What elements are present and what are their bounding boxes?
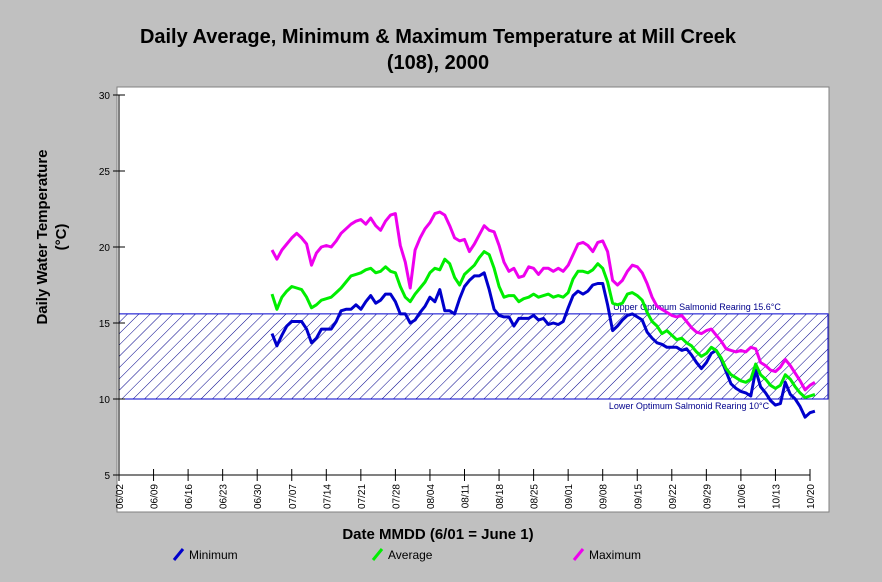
x-tick-label: 06/23 [219, 484, 230, 509]
x-tick-label: 09/22 [668, 484, 679, 509]
x-tick-label: 10/06 [737, 484, 748, 509]
upper-band-label: Upper Optimum Salmonid Rearing 15.6°C [613, 302, 781, 312]
plot-area [116, 86, 830, 513]
x-tick-label: 06/02 [115, 484, 126, 509]
x-axis-title: Date MMDD (6/01 = June 1) [342, 526, 533, 543]
y-axis-title-line1: Daily Water Temperature [34, 149, 51, 324]
series-group [270, 210, 816, 419]
y-tick-label: 30 [99, 91, 111, 102]
x-tick-label: 07/14 [322, 484, 333, 509]
y-tick-label: 5 [104, 471, 110, 482]
series-line-maximum [270, 210, 816, 392]
x-tick-label: 10/13 [771, 484, 782, 509]
x-tick-label: 08/25 [530, 484, 541, 509]
chart-title-line1: Daily Average, Minimum & Maximum Tempera… [140, 26, 737, 48]
x-tick-label: 09/08 [599, 484, 610, 509]
y-axis-title-line2: (°C) [53, 224, 70, 251]
series-line-average [270, 250, 816, 399]
x-tick-label: 06/30 [253, 484, 264, 509]
y-ticks-group: 5 10 15 20 25 30 [99, 91, 125, 482]
legend-label-average: Average [388, 548, 433, 562]
y-tick-label: 10 [99, 395, 111, 406]
x-tick-label: 08/04 [426, 484, 437, 509]
legend-swatch-minimum [172, 548, 185, 561]
y-tick-label: 20 [99, 243, 111, 254]
x-tick-label: 07/07 [288, 484, 299, 509]
y-tick-label: 15 [99, 319, 111, 330]
legend-swatch-maximum [572, 548, 585, 561]
lower-band-label: Lower Optimum Salmonid Rearing 10°C [609, 401, 770, 411]
x-tick-label: 06/16 [184, 484, 195, 509]
x-tick-label: 09/01 [564, 484, 575, 509]
x-tick-label: 10/20 [806, 484, 817, 509]
legend-swatch-average [371, 548, 384, 561]
legend-label-minimum: Minimum [189, 548, 238, 562]
x-tick-label: 07/21 [357, 484, 368, 509]
x-tick-label: 07/28 [391, 484, 402, 509]
x-tick-label: 06/09 [150, 484, 161, 509]
x-tick-label: 08/11 [461, 484, 472, 509]
x-ticks-group: 06/02 06/09 06/16 06/23 06/30 07/07 07/14 07/21… [115, 469, 817, 509]
y-tick-label: 25 [99, 167, 111, 178]
x-tick-label: 09/15 [633, 484, 644, 509]
x-tick-label: 08/18 [495, 484, 506, 509]
legend-label-maximum: Maximum [589, 548, 641, 562]
legend: Minimum Average Maximum [172, 548, 641, 562]
x-tick-label: 09/29 [702, 484, 713, 509]
chart-title-line2: (108), 2000 [387, 52, 489, 74]
